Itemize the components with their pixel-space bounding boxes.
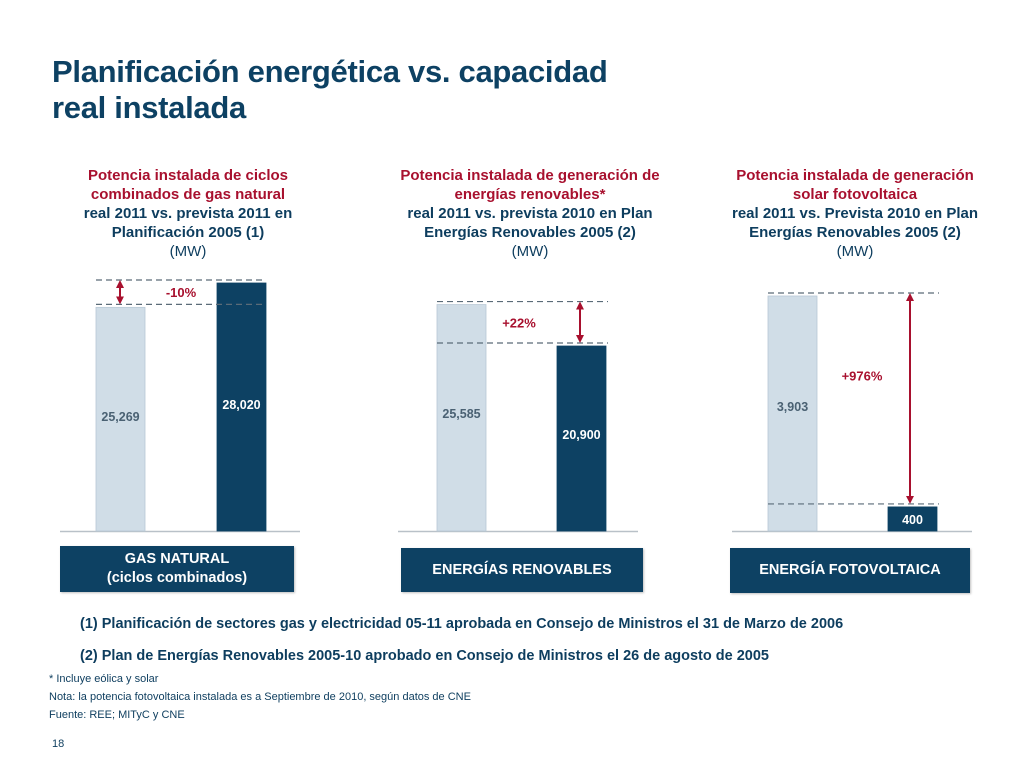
heading-red-line: Potencia instalada de ciclos xyxy=(87,167,289,184)
footnote-1: (1) Planificación de sectores gas y elec… xyxy=(80,616,844,632)
panel-heading-renovables: Potencia instalada de generación de ener… xyxy=(370,166,690,261)
heading-blue-line: Energías Renovables 2005 (2) xyxy=(424,224,636,241)
heading-blue-line: real 2011 vs. prevista 2010 en Plan xyxy=(407,205,653,222)
difference-label: +22% xyxy=(502,315,536,330)
bar-prevista xyxy=(216,282,267,532)
panel-heading-fotovoltaica: Potencia instalada de generación solar f… xyxy=(700,166,1010,261)
bar-prevista xyxy=(887,506,938,532)
heading-blue-line: real 2011 vs. Prevista 2010 en Plan xyxy=(731,205,978,222)
heading-red-line: combinados de gas natural xyxy=(90,186,286,203)
heading-red-line: solar fotovoltaica xyxy=(792,186,918,203)
note-asterisk: * Incluye eólica y solar xyxy=(49,673,159,685)
panel-heading-gas: Potencia instalada de ciclos combinados … xyxy=(40,166,336,261)
category-label-line: ENERGÍAS RENOVABLES xyxy=(432,561,612,578)
category-energia-fotovoltaica: ENERGÍA FOTOVOLTAICA xyxy=(730,548,970,593)
category-energias-renovables: ENERGÍAS RENOVABLES xyxy=(401,548,643,592)
heading-red-line: Potencia instalada de generación xyxy=(736,167,974,184)
value-label: 20,900 xyxy=(562,428,600,442)
page-title: Planificación energética vs. capacidad r… xyxy=(52,54,812,126)
heading-blue-line: Energías Renovables 2005 (2) xyxy=(749,224,961,241)
footnote-2: (2) Plan de Energías Renovables 2005-10 … xyxy=(80,648,769,664)
heading-blue-line: real 2011 vs. prevista 2011 en xyxy=(83,205,293,222)
value-label: 400 xyxy=(902,513,923,527)
note-fuente: Fuente: REE; MITyC y CNE xyxy=(49,709,185,721)
value-label: 25,585 xyxy=(442,407,480,421)
bar-real xyxy=(767,295,818,532)
category-label-line: GAS NATURAL xyxy=(124,551,230,567)
note-nota: Nota: la potencia fotovoltaica instalada… xyxy=(49,691,471,703)
bar-real xyxy=(436,304,487,532)
heading-unit: (MW) xyxy=(836,243,874,260)
value-label: 3,903 xyxy=(777,400,808,414)
page-number: 18 xyxy=(52,738,65,750)
heading-red-line: energías renovables* xyxy=(454,186,606,203)
category-gas-natural: GAS NATURAL (ciclos combinados) xyxy=(60,546,294,592)
title-line-2: real instalada xyxy=(52,90,246,125)
category-label-line: (ciclos combinados) xyxy=(106,570,248,586)
difference-label: -10% xyxy=(166,285,197,300)
heading-unit: (MW) xyxy=(511,243,549,260)
bar-prevista xyxy=(556,345,607,532)
value-label: 25,269 xyxy=(101,410,139,424)
heading-unit: (MW) xyxy=(169,243,207,260)
title-line-1: Planificación energética vs. capacidad xyxy=(52,54,608,89)
category-label-line: ENERGÍA FOTOVOLTAICA xyxy=(759,562,941,578)
bar-real xyxy=(95,306,146,532)
difference-label: +976% xyxy=(842,368,883,383)
heading-blue-line: Planificación 2005 (1) xyxy=(111,224,265,241)
value-label: 28,020 xyxy=(222,398,260,412)
heading-red-line: Potencia instalada de generación de xyxy=(400,167,660,184)
